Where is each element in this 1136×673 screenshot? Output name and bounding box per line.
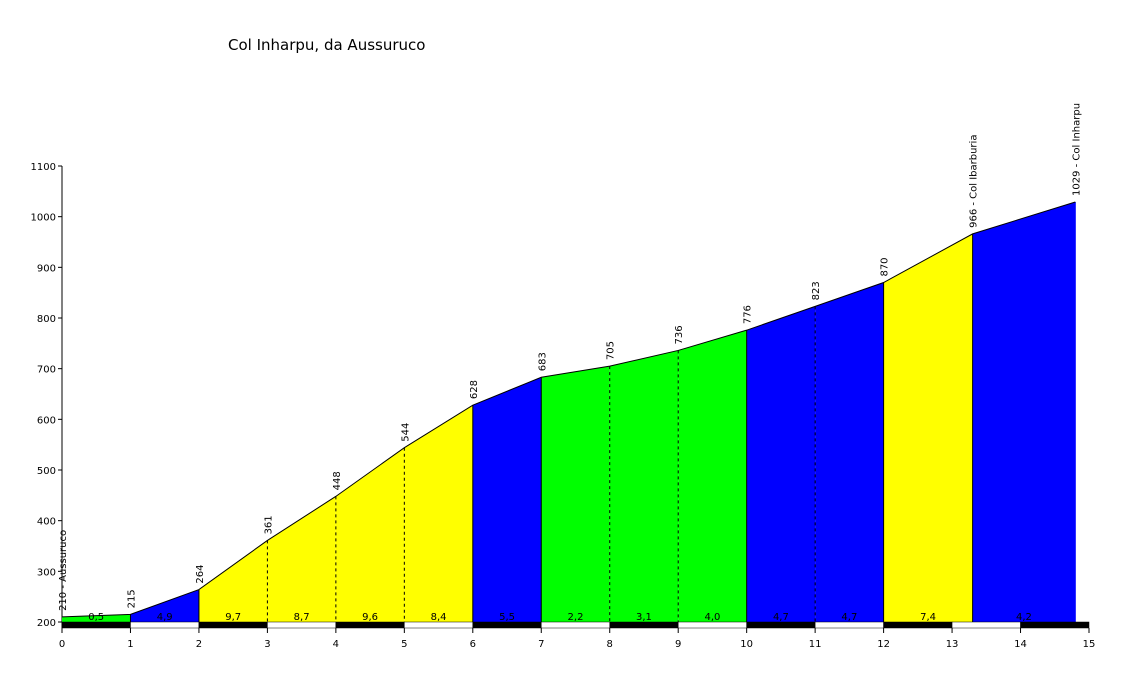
elevation-label: 264 — [195, 564, 206, 583]
y-tick-label: 200 — [37, 618, 56, 629]
segment-area — [198, 540, 268, 622]
x-tick-label: 11 — [809, 639, 822, 650]
segment-area — [404, 405, 473, 622]
x-tick-label: 8 — [607, 639, 613, 650]
elevation-label: 215 — [126, 589, 137, 608]
y-tick-label: 500 — [37, 466, 56, 477]
segment-area — [130, 589, 199, 622]
elevation-label: 544 — [400, 423, 411, 442]
y-tick-label: 900 — [37, 263, 56, 274]
x-tick-label: 2 — [196, 639, 202, 650]
elevation-label: 210 - Aussuruco — [58, 530, 69, 611]
elevation-label: 705 — [606, 341, 617, 360]
x-tick-label: 6 — [470, 639, 476, 650]
elevation-label: 870 — [880, 257, 891, 276]
x-tick-label: 5 — [401, 639, 407, 650]
y-tick-label: 700 — [37, 365, 56, 376]
gradient-label: 4,2 — [1016, 612, 1032, 623]
segment-area — [609, 350, 679, 622]
x-tick-label: 7 — [538, 639, 544, 650]
y-tick-label: 300 — [37, 567, 56, 578]
profile-line — [61, 201, 1076, 618]
elevation-label: 628 — [469, 380, 480, 399]
elevation-label: 966 - Col Ibarburia — [969, 135, 980, 228]
gradient-label: 4,7 — [841, 612, 857, 623]
x-tick-label: 13 — [946, 639, 959, 650]
x-tick-label: 4 — [333, 639, 339, 650]
km-strip — [883, 621, 953, 629]
y-tick-label: 400 — [37, 517, 56, 528]
segment-area — [678, 330, 747, 622]
x-tick-label: 1 — [127, 639, 133, 650]
gradient-label: 5,5 — [499, 612, 515, 623]
gradient-label: 9,7 — [225, 612, 241, 623]
elevation-label: 361 — [263, 515, 274, 534]
x-tick-label: 9 — [675, 639, 681, 650]
x-tick-label: 3 — [264, 639, 270, 650]
segment-area — [815, 282, 884, 622]
segment-area — [472, 377, 542, 622]
km-strip — [951, 621, 1021, 629]
elevation-label: 683 — [537, 352, 548, 371]
segment-area — [335, 447, 405, 622]
x-tick-label: 10 — [740, 639, 753, 650]
elevation-label: 1029 - Col Inharpu — [1071, 103, 1082, 196]
y-tick-label: 1000 — [31, 213, 56, 224]
gradient-label: 9,6 — [362, 612, 378, 623]
gradient-label: 4,7 — [773, 612, 789, 623]
x-tick-label: 14 — [1014, 639, 1027, 650]
gradient-label: 2,2 — [568, 612, 584, 623]
segment-area — [883, 233, 973, 623]
gradient-label: 3,1 — [636, 612, 652, 623]
elevation-label: 448 — [332, 471, 343, 490]
segment-area — [267, 496, 336, 622]
gradient-label: 8,7 — [294, 612, 310, 623]
chart-title: Col Inharpu, da Aussuruco — [228, 36, 425, 54]
gradient-label: 0,5 — [88, 612, 104, 623]
gradient-label: 4,0 — [704, 612, 720, 623]
segment-area — [541, 366, 610, 622]
elevation-label: 736 — [674, 325, 685, 344]
km-strip — [1020, 621, 1090, 629]
gradient-label: 8,4 — [431, 612, 447, 623]
x-tick-label: 0 — [59, 639, 65, 650]
y-tick-label: 1100 — [31, 162, 56, 173]
elevation-label: 823 — [811, 281, 822, 300]
segment-area — [746, 306, 816, 622]
gradient-label: 7,4 — [920, 612, 936, 623]
y-tick-label: 600 — [37, 415, 56, 426]
gradient-label: 4,9 — [157, 612, 173, 623]
x-tick-label: 15 — [1083, 639, 1096, 650]
segment-area — [972, 201, 1076, 622]
x-tick-label: 12 — [877, 639, 890, 650]
y-tick-label: 800 — [37, 314, 56, 325]
elevation-label: 776 — [743, 305, 754, 324]
